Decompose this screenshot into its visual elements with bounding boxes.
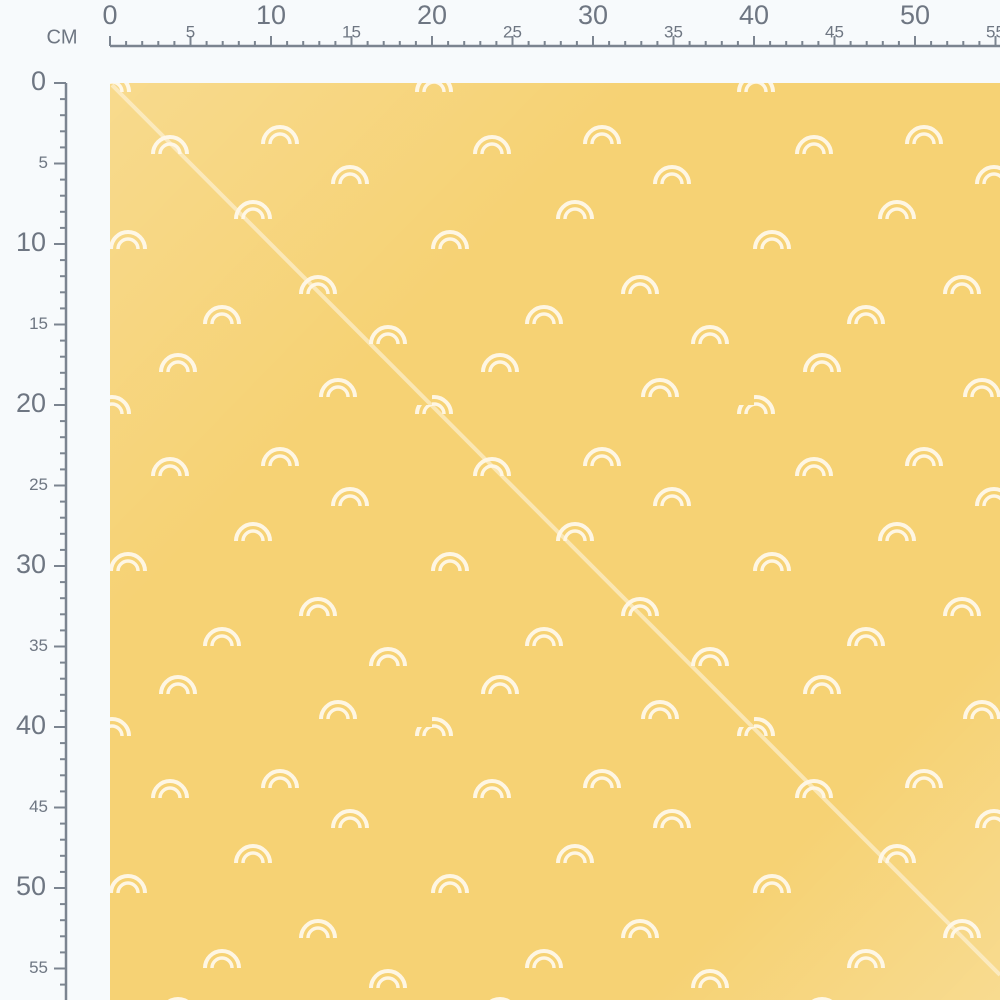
- top-ruler-label: 0: [102, 0, 117, 30]
- top-ruler-label: 40: [739, 0, 769, 30]
- left-ruler-label: 15: [29, 314, 48, 333]
- left-ruler-label: 25: [29, 475, 48, 494]
- top-ruler-label: 15: [342, 22, 361, 41]
- top-ruler-label: 20: [417, 0, 447, 30]
- top-ruler-label: 5: [186, 22, 195, 41]
- left-ruler-label: 5: [39, 153, 48, 172]
- left-ruler-label: 50: [16, 871, 46, 901]
- top-ruler-label: 35: [664, 22, 683, 41]
- top-ruler-label: 55: [986, 22, 1000, 41]
- unit-label: CM: [46, 26, 77, 48]
- fold-line: [110, 83, 1000, 977]
- top-ruler-label: 30: [578, 0, 608, 30]
- fabric-sheen: [110, 83, 1000, 1000]
- top-ruler-label: 10: [256, 0, 286, 30]
- left-ruler-label: 35: [29, 636, 48, 655]
- left-ruler-label: 45: [29, 797, 48, 816]
- left-ruler-label: 0: [31, 66, 46, 96]
- top-ruler-label: 50: [900, 0, 930, 30]
- top-ruler-label: 25: [503, 22, 522, 41]
- top-ruler-label: 45: [825, 22, 844, 41]
- left-ruler-label: 55: [29, 958, 48, 977]
- left-ruler-label: 10: [16, 227, 46, 257]
- left-ruler-label: 20: [16, 388, 46, 418]
- rulers: CM 0 5 10 15 20 25 30 35 40 45 50 55 0 5 10 15 20 25 30 35 4…: [16, 0, 1000, 1000]
- left-ruler-label: 40: [16, 710, 46, 740]
- left-ruler-label: 30: [16, 549, 46, 579]
